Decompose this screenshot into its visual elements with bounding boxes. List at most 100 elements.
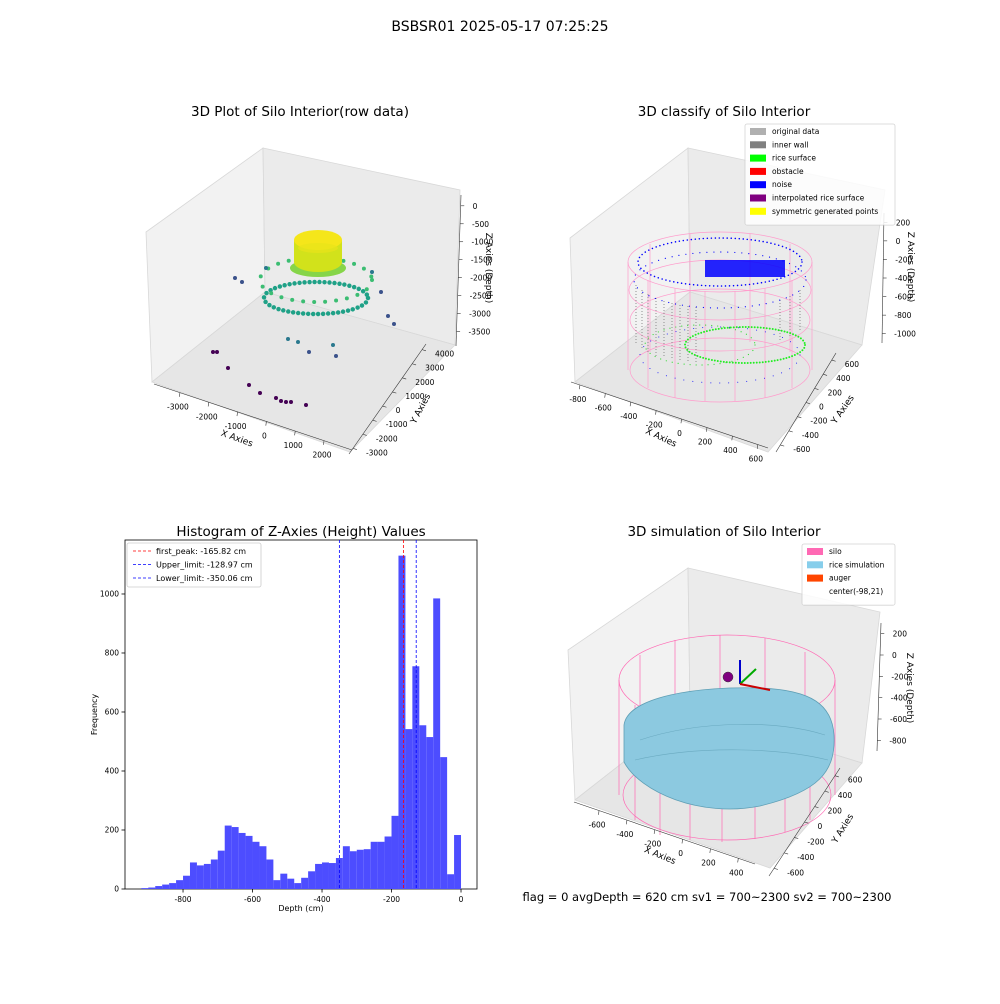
- legend-swatch: [807, 574, 823, 582]
- legend-label: auger: [829, 574, 852, 583]
- histogram-bar: [419, 725, 427, 889]
- histogram-bar: [440, 757, 448, 889]
- y-tick-label: 400: [836, 374, 851, 383]
- histogram-bar: [148, 887, 156, 889]
- z-tick-label: -2500: [470, 292, 492, 301]
- x-tick-label: -200: [646, 421, 663, 430]
- histogram-bar: [342, 846, 350, 889]
- x-tick-label: -600: [244, 895, 261, 904]
- x-tick-label: -800: [175, 895, 192, 904]
- histogram-bar: [433, 598, 441, 889]
- tick-mark: [392, 391, 397, 394]
- z-tick-label: -3500: [468, 328, 490, 337]
- x-tick-label: 0: [459, 895, 464, 904]
- histogram-bar: [356, 849, 364, 889]
- x-tick-label: 600: [749, 455, 764, 464]
- x-tick-label: -200: [644, 840, 661, 849]
- x-tick-label: -200: [383, 895, 400, 904]
- z-tick-label: 0: [896, 237, 901, 246]
- x-tick-label: -400: [314, 895, 331, 904]
- legend-label: first_peak: -165.82 cm: [156, 547, 246, 556]
- tick-mark: [731, 436, 733, 441]
- histogram-bar: [162, 884, 170, 889]
- axis-line: [876, 622, 882, 752]
- tick-mark: [680, 419, 682, 424]
- z-axis-label: Z Axies (Depth): [905, 232, 915, 303]
- z-tick-label: -200: [891, 672, 908, 681]
- x-tick-label: -400: [616, 830, 633, 839]
- legend-swatch: [750, 128, 766, 135]
- histogram-bar: [210, 859, 218, 889]
- tick-mark: [681, 839, 683, 844]
- histogram-bar: [294, 883, 302, 889]
- histogram-bar: [335, 858, 343, 889]
- z-tick-label: 200: [896, 218, 911, 227]
- x-axis-label: Depth (cm): [278, 904, 323, 913]
- legend-label: rice simulation: [829, 560, 885, 569]
- legend-box: [744, 123, 896, 226]
- y-tick-label: -200: [807, 837, 824, 846]
- x-tick-label: -1000: [225, 422, 247, 431]
- x-tick-label: 0: [677, 429, 682, 438]
- histogram-bar: [196, 865, 204, 889]
- tick-mark: [362, 433, 367, 436]
- axis-line: [573, 801, 756, 865]
- histogram-bar: [224, 825, 232, 889]
- suptitle: BSBSR01 2025-05-17 07:25:25: [391, 19, 608, 35]
- x-tick-label: -800: [569, 395, 586, 404]
- histogram-bar: [391, 815, 399, 889]
- legend-label: rice surface: [772, 154, 816, 163]
- z-tick-label: -400: [895, 274, 912, 283]
- tick-mark: [823, 373, 828, 376]
- histogram-bar: [189, 862, 197, 889]
- panel-box: [145, 147, 461, 453]
- y-tick-label: 200: [105, 825, 120, 834]
- histogram-bar: [155, 886, 163, 889]
- histogram-bar: [183, 875, 190, 889]
- z-tick-label: 0: [892, 651, 897, 660]
- axis-line: [348, 343, 427, 455]
- tick-mark: [709, 848, 711, 853]
- tick-mark: [421, 349, 427, 352]
- x-tick-label: -400: [620, 412, 637, 421]
- histogram-bar: [245, 835, 253, 889]
- chart-title: 3D classify of Silo Interior: [638, 104, 811, 120]
- tick-mark: [773, 867, 779, 870]
- legend-label: original data: [772, 127, 819, 136]
- tick-mark: [814, 388, 819, 390]
- tick-mark: [784, 852, 789, 855]
- tick-mark: [323, 440, 325, 445]
- tick-mark: [653, 829, 656, 834]
- z-tick-label: 0: [473, 202, 478, 211]
- x-tick-label: -3000: [167, 403, 189, 412]
- histogram-bar: [447, 874, 455, 889]
- y-tick-label: -400: [797, 853, 814, 862]
- histogram-bar: [273, 880, 281, 889]
- x-tick-label: 0: [678, 849, 683, 858]
- legend-label: symmetric generated points: [772, 207, 878, 216]
- legend-label: Upper_limit: -128.97 cm: [156, 561, 253, 570]
- histogram-bar: [405, 729, 413, 889]
- z-tick-label: -1000: [471, 238, 493, 247]
- x-tick-label: 2000: [312, 451, 331, 460]
- legend-label: interpolated rice surface: [772, 194, 865, 203]
- y-tick-label: 200: [828, 807, 843, 816]
- tick-mark: [372, 419, 377, 422]
- legend-label: inner wall: [772, 140, 809, 149]
- z-tick-label: 200: [893, 630, 908, 639]
- legend-swatch: [750, 207, 766, 215]
- x-tick-label: 400: [729, 868, 744, 877]
- y-tick-label: 600: [105, 707, 120, 716]
- histogram-bar: [203, 863, 211, 889]
- histogram-bar: [370, 841, 378, 889]
- histogram-bar: [176, 880, 184, 889]
- y-tick-label: 0: [819, 403, 824, 412]
- x-tick-label: 200: [698, 438, 713, 447]
- legend-swatch: [750, 141, 766, 149]
- y-tick-label: -2000: [376, 434, 398, 443]
- z-tick-label: -2000: [470, 274, 492, 283]
- z-tick-label: -500: [472, 220, 489, 229]
- histogram-bar: [141, 888, 149, 889]
- y-tick-label: 0: [114, 885, 119, 894]
- legend-swatch: [750, 194, 766, 202]
